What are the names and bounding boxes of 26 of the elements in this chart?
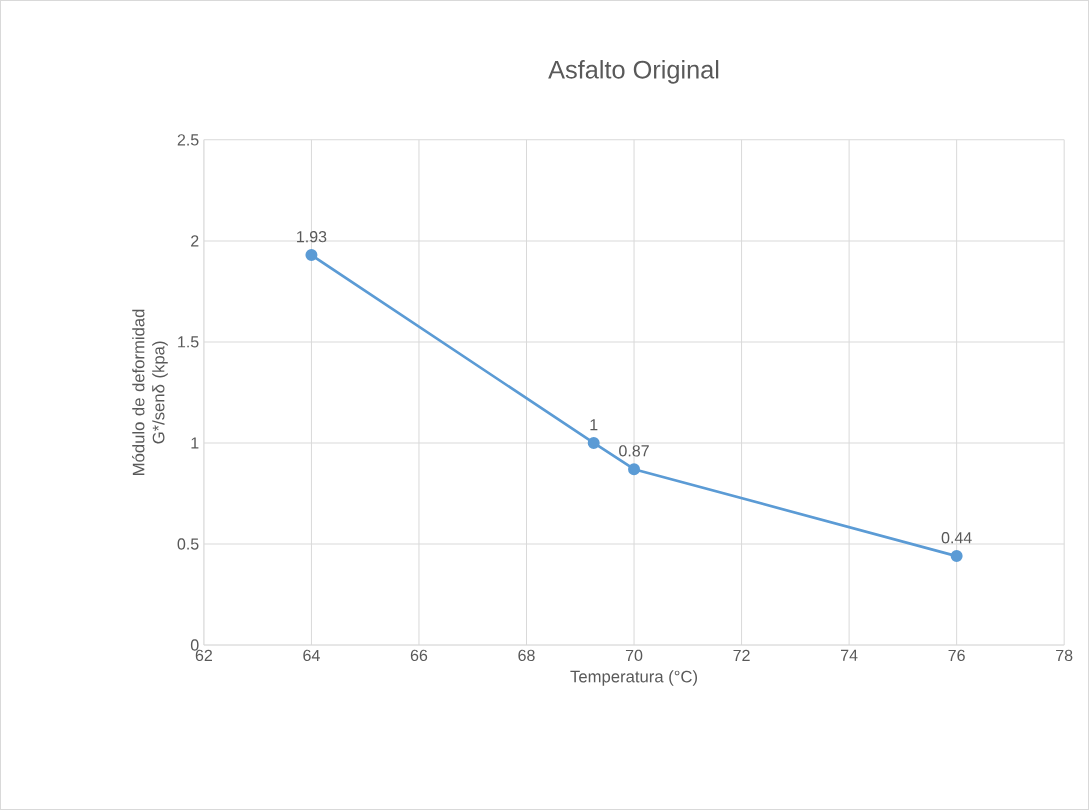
- point: [628, 463, 641, 476]
- point: [950, 550, 963, 563]
- x-tick-label: 64: [303, 649, 320, 662]
- y-tick-label: 0.5: [177, 538, 199, 550]
- data-label: 1.93: [297, 231, 327, 243]
- y-tick-label: 2: [191, 235, 199, 247]
- data-label: 0.44: [941, 532, 972, 544]
- x-tick-label: 74: [841, 649, 858, 661]
- x-tick-label: 68: [518, 649, 535, 662]
- x-axis-title: Temperatura (°C): [570, 670, 697, 686]
- y-tick-label: 0: [190, 639, 199, 651]
- y-axis-title: Módulo de deformidad G*/senδ (kpa): [132, 309, 168, 475]
- y-tick-label: 1.5: [178, 336, 199, 348]
- x-tick-label: 78: [1056, 649, 1073, 662]
- x-tick-label: 72: [733, 649, 750, 661]
- x-tick-label: 70: [625, 649, 643, 662]
- y-tick-label: 1: [191, 437, 199, 449]
- point: [587, 437, 600, 450]
- chart-title: Asfalto Original: [548, 60, 719, 84]
- data-label: 1: [590, 419, 598, 431]
- y-tick-label: 2.5: [177, 134, 199, 146]
- x-tick-label: 76: [948, 649, 965, 662]
- data-label: 0.87: [619, 445, 649, 457]
- point: [305, 249, 318, 262]
- x-tick-label: 66: [410, 649, 428, 662]
- x-tick-label: 62: [195, 649, 212, 662]
